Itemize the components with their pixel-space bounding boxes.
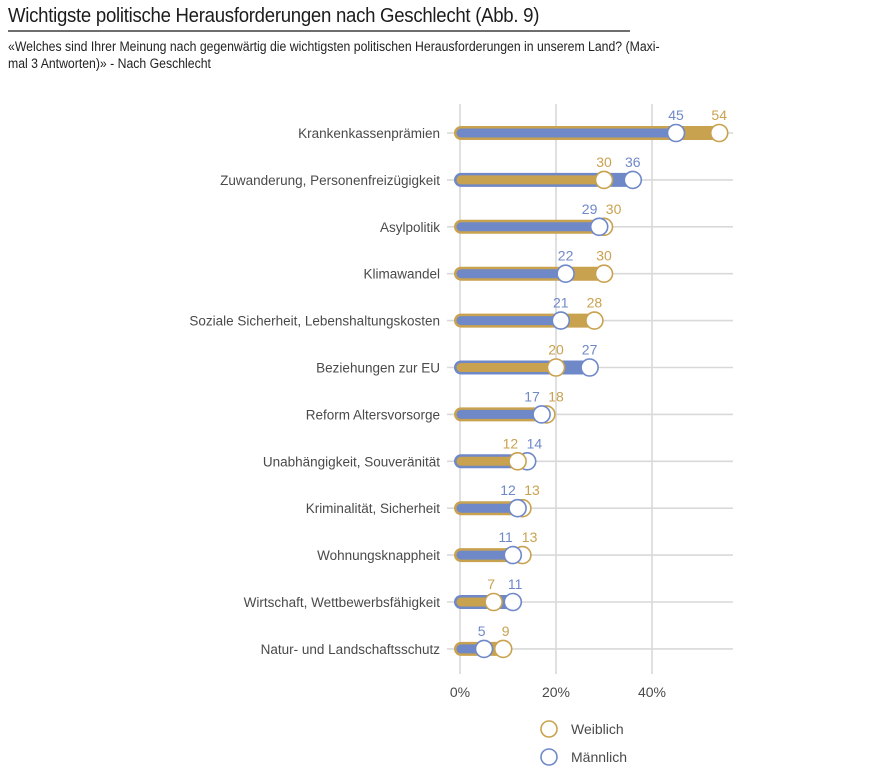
category-label: Asylpolitik bbox=[380, 220, 440, 235]
category-label: Beziehungen zur EU bbox=[316, 361, 440, 376]
marker-weiblich bbox=[594, 264, 614, 284]
marker-maennlich bbox=[503, 545, 523, 565]
marker-maennlich bbox=[580, 358, 599, 377]
value-label-weiblich: 20 bbox=[548, 342, 564, 358]
marker-maennlich bbox=[532, 405, 551, 424]
value-label-weiblich: 12 bbox=[503, 435, 519, 451]
chart-subtitle: «Welches sind Ihrer Meinung nach gegenwä… bbox=[8, 38, 832, 72]
category-label: Reform Altersvorsorge bbox=[306, 407, 440, 422]
value-label-maennlich: 27 bbox=[582, 342, 598, 358]
subtitle-line-1: «Welches sind Ihrer Meinung nach gegenwä… bbox=[8, 39, 660, 54]
category-label: Klimawandel bbox=[363, 267, 440, 282]
chart-rows: Krankenkassenprämien 54 45 Zuwanderung, Per… bbox=[189, 107, 733, 659]
marker-maennlich bbox=[589, 217, 609, 237]
value-label-weiblich: 30 bbox=[596, 248, 612, 264]
value-label-maennlich: 45 bbox=[668, 107, 684, 123]
title-underline bbox=[8, 30, 630, 32]
value-label-maennlich: 11 bbox=[508, 576, 523, 592]
category-label: Zuwanderung, Personenfreizügigkeit bbox=[220, 173, 440, 188]
value-label-maennlich: 14 bbox=[527, 435, 543, 451]
chart-title: Wichtigste politische Herausforderungen … bbox=[8, 5, 540, 27]
marker-weiblich bbox=[594, 170, 614, 190]
category-label: Natur- und Landschaftsschutz bbox=[261, 642, 441, 657]
marker-maennlich bbox=[503, 592, 523, 612]
value-label-maennlich: 11 bbox=[498, 529, 513, 545]
marker-weiblich bbox=[493, 639, 513, 659]
category-label: Unabhängigkeit, Souveränität bbox=[263, 454, 440, 469]
row-10: Wirtschaft, Wettbewerbsfähigkeit 7 11 bbox=[244, 576, 733, 612]
gridlines bbox=[459, 104, 653, 674]
value-label-weiblich: 13 bbox=[524, 482, 540, 498]
x-tick-label: 0% bbox=[450, 684, 470, 700]
legend-item-weiblich: Weiblich bbox=[540, 720, 624, 738]
legend: Weiblich Männlich bbox=[540, 720, 627, 766]
row-2: Asylpolitik 30 29 bbox=[380, 201, 733, 237]
x-tick-label: 40% bbox=[638, 684, 666, 700]
value-label-weiblich: 28 bbox=[587, 295, 603, 311]
value-label-weiblich: 13 bbox=[522, 529, 538, 545]
marker-weiblich bbox=[709, 123, 729, 143]
value-label-maennlich: 5 bbox=[478, 623, 486, 639]
value-label-weiblich: 9 bbox=[502, 623, 510, 639]
value-label-weiblich: 54 bbox=[711, 107, 727, 123]
marker-maennlich bbox=[508, 498, 527, 518]
subtitle-line-2: mal 3 Antworten)» - Nach Geschlecht bbox=[8, 56, 211, 71]
legend-label-weiblich: Weiblich bbox=[571, 721, 624, 737]
value-label-weiblich: 30 bbox=[596, 154, 612, 170]
value-label-maennlich: 12 bbox=[500, 482, 516, 498]
row-7: Unabhängigkeit, Souveränität 12 14 bbox=[263, 435, 733, 471]
value-label-maennlich: 17 bbox=[524, 388, 540, 404]
row-9: Wohnungsknappheit 13 11 bbox=[317, 529, 733, 565]
row-0: Krankenkassenprämien 54 45 bbox=[298, 107, 733, 143]
value-label-maennlich: 29 bbox=[582, 201, 598, 217]
x-tick-label: 20% bbox=[542, 684, 570, 700]
category-label: Krankenkassenprämien bbox=[298, 126, 440, 141]
marker-maennlich bbox=[666, 123, 686, 143]
x-axis-ticks: 0% 20% 40% bbox=[450, 684, 666, 700]
value-label-maennlich: 36 bbox=[625, 154, 641, 170]
value-label-weiblich: 7 bbox=[487, 576, 495, 592]
marker-maennlich bbox=[474, 639, 494, 659]
marker-weiblich bbox=[585, 311, 604, 330]
category-label: Wirtschaft, Wettbewerbsfähigkeit bbox=[244, 595, 441, 610]
category-label: Wohnungsknappheit bbox=[317, 548, 440, 563]
legend-item-maennlich: Männlich bbox=[540, 748, 627, 766]
marker-maennlich bbox=[556, 264, 575, 284]
value-label-weiblich: 30 bbox=[606, 201, 622, 217]
row-1: Zuwanderung, Personenfreizügigkeit 30 36 bbox=[220, 154, 733, 190]
value-label-maennlich: 21 bbox=[553, 295, 569, 311]
legend-marker-weiblich bbox=[540, 720, 558, 738]
marker-maennlich bbox=[623, 170, 643, 190]
category-label: Soziale Sicherheit, Lebenshaltungskosten bbox=[189, 314, 440, 329]
row-8: Kriminalität, Sicherheit 13 12 bbox=[306, 482, 733, 518]
marker-weiblich bbox=[508, 451, 527, 471]
legend-label-maennlich: Männlich bbox=[571, 749, 627, 765]
legend-marker-maennlich bbox=[540, 748, 558, 766]
value-label-weiblich: 18 bbox=[548, 388, 564, 404]
marker-maennlich bbox=[551, 311, 571, 330]
marker-weiblich bbox=[546, 358, 566, 377]
row-11: Natur- und Landschaftsschutz 95 bbox=[261, 623, 733, 659]
row-3: Klimawandel 30 22 bbox=[363, 248, 733, 284]
row-4: Soziale Sicherheit, Lebenshaltungskosten… bbox=[189, 295, 733, 330]
row-6: Reform Altersvorsorge 18 17 bbox=[306, 388, 733, 424]
category-label: Kriminalität, Sicherheit bbox=[306, 501, 441, 516]
marker-weiblich bbox=[484, 592, 503, 612]
value-label-maennlich: 22 bbox=[558, 248, 574, 264]
row-5: Beziehungen zur EU 20 27 bbox=[316, 342, 733, 377]
